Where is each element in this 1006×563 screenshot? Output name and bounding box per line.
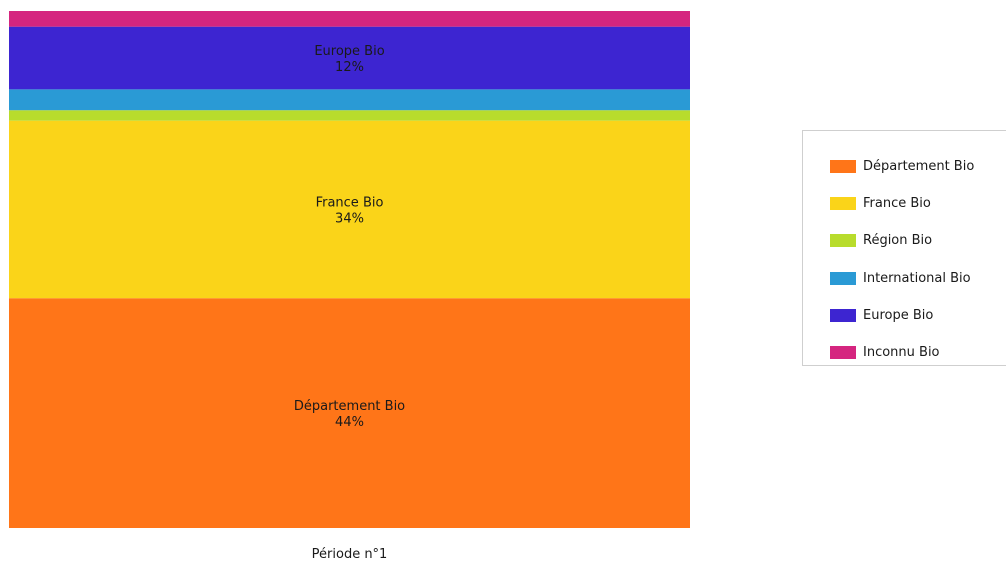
legend-label: Département Bio bbox=[863, 159, 974, 174]
legend: Département Bio France Bio Région Bio In… bbox=[802, 130, 1006, 366]
legend-swatch bbox=[830, 234, 856, 247]
legend-item-europe-bio[interactable]: Europe Bio bbox=[803, 297, 1006, 334]
legend-item-france-bio[interactable]: France Bio bbox=[803, 185, 1006, 222]
legend-swatch bbox=[830, 160, 856, 173]
legend-swatch bbox=[830, 346, 856, 359]
legend-label: Europe Bio bbox=[863, 308, 933, 323]
legend-item-region-bio[interactable]: Région Bio bbox=[803, 222, 1006, 259]
legend-item-inconnu-bio[interactable]: Inconnu Bio bbox=[803, 334, 1006, 371]
legend-swatch bbox=[830, 309, 856, 322]
bar-segments bbox=[9, 11, 690, 528]
legend-swatch bbox=[830, 272, 856, 285]
legend-label: Inconnu Bio bbox=[863, 345, 940, 360]
legend-item-international-bio[interactable]: International Bio bbox=[803, 260, 1006, 297]
x-category-label: Période n°1 bbox=[312, 547, 388, 562]
segment-value-label: 34% bbox=[335, 211, 364, 226]
segment-value-label: 44% bbox=[335, 415, 364, 430]
legend-item-departement-bio[interactable]: Département Bio bbox=[803, 148, 1006, 185]
bar-segment-inconnu-bio[interactable] bbox=[9, 11, 690, 27]
segment-value-label: 12% bbox=[335, 60, 364, 75]
segment-name-label: Europe Bio bbox=[314, 44, 384, 59]
legend-label: International Bio bbox=[863, 271, 971, 286]
legend-label: France Bio bbox=[863, 196, 931, 211]
legend-label: Région Bio bbox=[863, 233, 932, 248]
legend-swatch bbox=[830, 197, 856, 210]
bar-segment-region-bio[interactable] bbox=[9, 110, 690, 120]
segment-name-label: France Bio bbox=[316, 195, 384, 210]
segment-name-label: Département Bio bbox=[294, 399, 405, 414]
bar-segment-international-bio[interactable] bbox=[9, 89, 690, 110]
